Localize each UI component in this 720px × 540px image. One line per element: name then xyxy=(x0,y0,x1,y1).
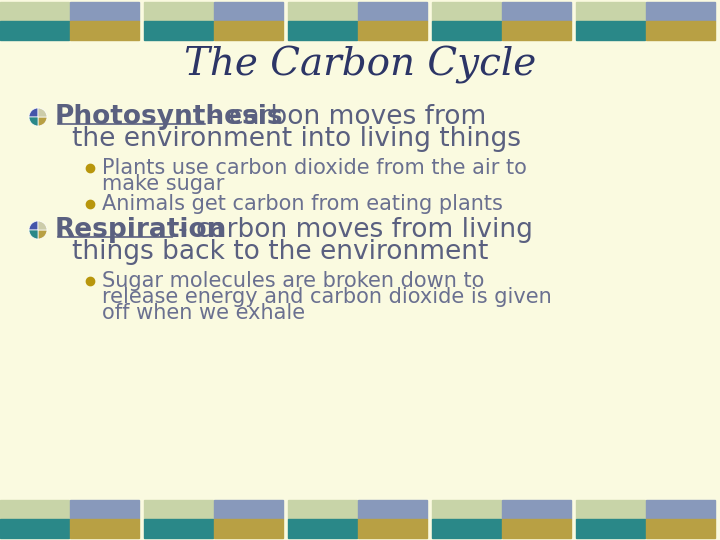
Bar xyxy=(288,21,357,40)
Bar xyxy=(358,519,427,538)
Wedge shape xyxy=(38,117,47,126)
Wedge shape xyxy=(38,108,47,117)
Bar xyxy=(288,500,357,519)
Text: - carbon moves from: - carbon moves from xyxy=(211,104,486,130)
Bar xyxy=(70,21,139,40)
Bar xyxy=(0,519,69,538)
Bar xyxy=(144,500,213,519)
Bar xyxy=(144,2,213,21)
Bar xyxy=(646,519,715,538)
Bar xyxy=(502,519,571,538)
Text: - carbon moves from living: - carbon moves from living xyxy=(178,217,533,243)
Bar xyxy=(432,21,501,40)
Text: make sugar: make sugar xyxy=(102,174,225,194)
Bar xyxy=(576,519,645,538)
Bar xyxy=(502,500,571,519)
Text: Animals get carbon from eating plants: Animals get carbon from eating plants xyxy=(102,194,503,214)
Bar xyxy=(144,519,213,538)
Bar xyxy=(288,2,357,21)
Bar xyxy=(502,21,571,40)
Bar xyxy=(646,500,715,519)
Bar xyxy=(214,519,283,538)
Bar xyxy=(70,519,139,538)
Bar xyxy=(432,500,501,519)
Bar xyxy=(358,21,427,40)
Bar xyxy=(70,2,139,21)
Text: things back to the environment: things back to the environment xyxy=(72,239,488,265)
Wedge shape xyxy=(38,230,47,239)
Bar xyxy=(214,2,283,21)
Bar xyxy=(288,519,357,538)
Text: Respiration: Respiration xyxy=(55,217,226,243)
Bar xyxy=(646,21,715,40)
Bar xyxy=(502,2,571,21)
Bar xyxy=(214,21,283,40)
Bar xyxy=(576,2,645,21)
Bar xyxy=(70,500,139,519)
Text: off when we exhale: off when we exhale xyxy=(102,303,305,323)
Bar xyxy=(0,21,69,40)
Bar xyxy=(358,500,427,519)
Wedge shape xyxy=(29,108,38,117)
Bar xyxy=(0,500,69,519)
Bar xyxy=(576,21,645,40)
Bar xyxy=(432,519,501,538)
Bar xyxy=(432,2,501,21)
Text: the environment into living things: the environment into living things xyxy=(72,126,521,152)
Wedge shape xyxy=(29,230,38,239)
Wedge shape xyxy=(38,221,47,230)
Text: Sugar molecules are broken down to: Sugar molecules are broken down to xyxy=(102,271,485,291)
Bar xyxy=(214,500,283,519)
Wedge shape xyxy=(29,221,38,230)
Bar xyxy=(144,21,213,40)
Text: release energy and carbon dioxide is given: release energy and carbon dioxide is giv… xyxy=(102,287,552,307)
Text: Photosynthesis: Photosynthesis xyxy=(55,104,284,130)
Bar xyxy=(358,2,427,21)
Bar xyxy=(0,2,69,21)
Bar xyxy=(646,2,715,21)
Text: The Carbon Cycle: The Carbon Cycle xyxy=(184,46,536,84)
Wedge shape xyxy=(29,117,38,126)
Text: Plants use carbon dioxide from the air to: Plants use carbon dioxide from the air t… xyxy=(102,158,527,178)
Bar xyxy=(576,500,645,519)
